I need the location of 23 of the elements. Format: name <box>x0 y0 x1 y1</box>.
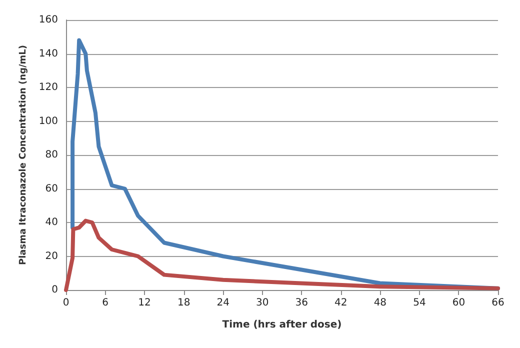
y-tick-label: 120 <box>38 82 58 93</box>
x-tick-label: 30 <box>256 298 269 308</box>
y-tick-label: 20 <box>45 250 58 262</box>
x-tick-label: 18 <box>177 298 190 308</box>
x-tick-label: 60 <box>452 298 466 308</box>
x-tick-label: 12 <box>138 298 151 308</box>
x-tick-label: 48 <box>374 298 387 308</box>
x-tick-label: 0 <box>62 298 70 308</box>
y-tick-label: 40 <box>45 217 58 228</box>
y-tick-label: 0 <box>52 284 58 296</box>
x-axis-title: Time (hrs after dose) <box>222 320 342 330</box>
y-tick-label: 160 <box>38 14 58 26</box>
y-tick-label: 80 <box>45 150 58 160</box>
y-tick-label: 100 <box>38 116 58 127</box>
x-tick-label: 66 <box>492 298 504 308</box>
y-tick-label: 140 <box>38 48 58 60</box>
y-axis-title: Plasma Itraconazole Concentration (ng/mL) <box>18 44 29 266</box>
x-tick-label: 42 <box>334 298 348 308</box>
x-tick-label: 36 <box>295 298 308 308</box>
x-tick-label: 54 <box>413 298 426 308</box>
x-tick-label: 6 <box>102 298 108 308</box>
y-tick-label: 60 <box>45 183 58 194</box>
x-tick-label: 24 <box>216 298 230 308</box>
